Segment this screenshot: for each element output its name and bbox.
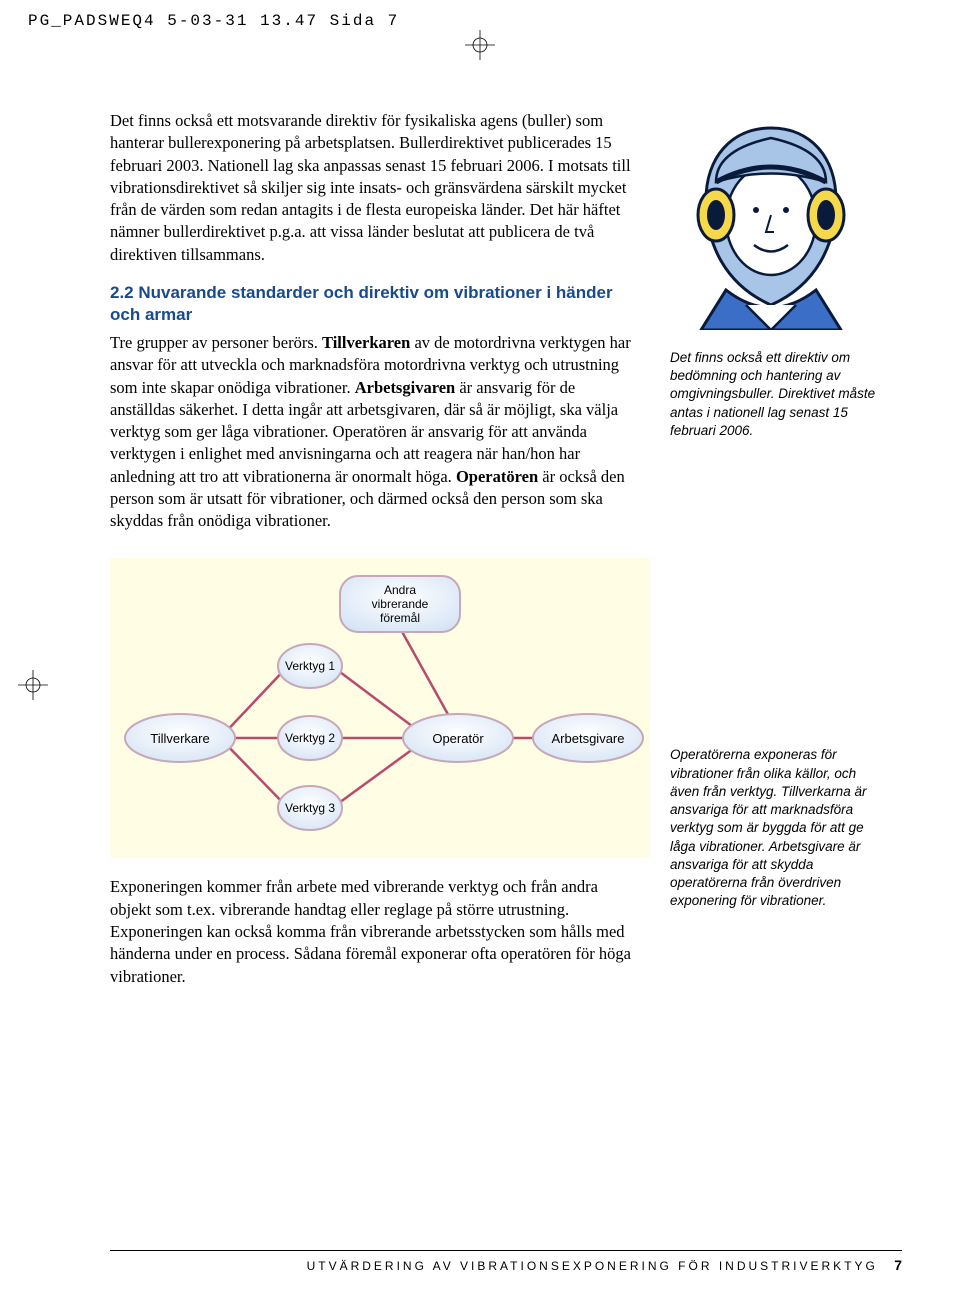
paragraph-1: Det finns också ett motsvarande direktiv… [110, 110, 640, 266]
side-caption-2: Operatörerna exponeras för vibrationer f… [670, 746, 880, 910]
side-column: Det finns också ett direktiv om bedömnin… [670, 110, 880, 548]
page-footer: UTVÄRDERING AV VIBRATIONSEXPONERING FÖR … [110, 1250, 902, 1273]
side-caption-1: Det finns också ett direktiv om bedömnin… [670, 349, 880, 440]
node-operator: Operatör [403, 714, 513, 762]
footer-text: UTVÄRDERING AV VIBRATIONSEXPONERING FÖR … [307, 1259, 878, 1273]
node-andra: Andra vibrerande föremål [340, 576, 460, 632]
paragraph-2: Tre grupper av personer berörs. Tillverk… [110, 332, 640, 532]
node-andra-l1: Andra [384, 583, 416, 597]
node-tillverkare-label: Tillverkare [150, 731, 209, 746]
p2-bold-arbetsgivaren: Arbetsgivaren [355, 378, 456, 397]
node-verktyg2: Verktyg 2 [278, 716, 342, 760]
node-verktyg1: Verktyg 1 [278, 644, 342, 688]
node-v3-label: Verktyg 3 [285, 801, 335, 815]
below-main-col: Exponeringen kommer från arbete med vibr… [110, 876, 640, 1003]
flow-diagram: Andra vibrerande föremål Verktyg 1 Verkt… [110, 558, 650, 858]
node-arbetsgivare: Arbetsgivare [533, 714, 643, 762]
section-heading: 2.2 Nuvarande standarder och direktiv om… [110, 282, 640, 326]
person-earmuffs-illustration [676, 110, 866, 330]
main-column: Det finns också ett motsvarande direktiv… [110, 110, 640, 548]
page-number: 7 [894, 1257, 902, 1273]
p2-bold-operatoren: Operatören [456, 467, 538, 486]
diagram-svg: Andra vibrerande föremål Verktyg 1 Verkt… [110, 558, 650, 858]
node-verktyg3: Verktyg 3 [278, 786, 342, 830]
below-side-col: Operatörerna exponeras för vibrationer f… [670, 876, 880, 1003]
below-diagram-row: Exponeringen kommer från arbete med vibr… [0, 876, 960, 1003]
p2-a: Tre grupper av personer berörs. [110, 333, 322, 352]
node-arbetsgivare-label: Arbetsgivare [552, 731, 625, 746]
crop-mark-top [465, 30, 495, 60]
crop-mark-left [18, 670, 48, 700]
p2-bold-tillverkaren: Tillverkaren [322, 333, 410, 352]
node-v2-label: Verktyg 2 [285, 731, 335, 745]
node-tillverkare: Tillverkare [125, 714, 235, 762]
node-andra-l2: vibrerande [372, 597, 429, 611]
node-andra-l3: föremål [380, 611, 420, 625]
node-v1-label: Verktyg 1 [285, 659, 335, 673]
print-header: PG_PADSWEQ4 5-03-31 13.47 Sida 7 [0, 0, 960, 30]
main-content: Det finns också ett motsvarande direktiv… [0, 30, 960, 548]
node-operator-label: Operatör [432, 731, 484, 746]
paragraph-3: Exponeringen kommer från arbete med vibr… [110, 876, 640, 987]
